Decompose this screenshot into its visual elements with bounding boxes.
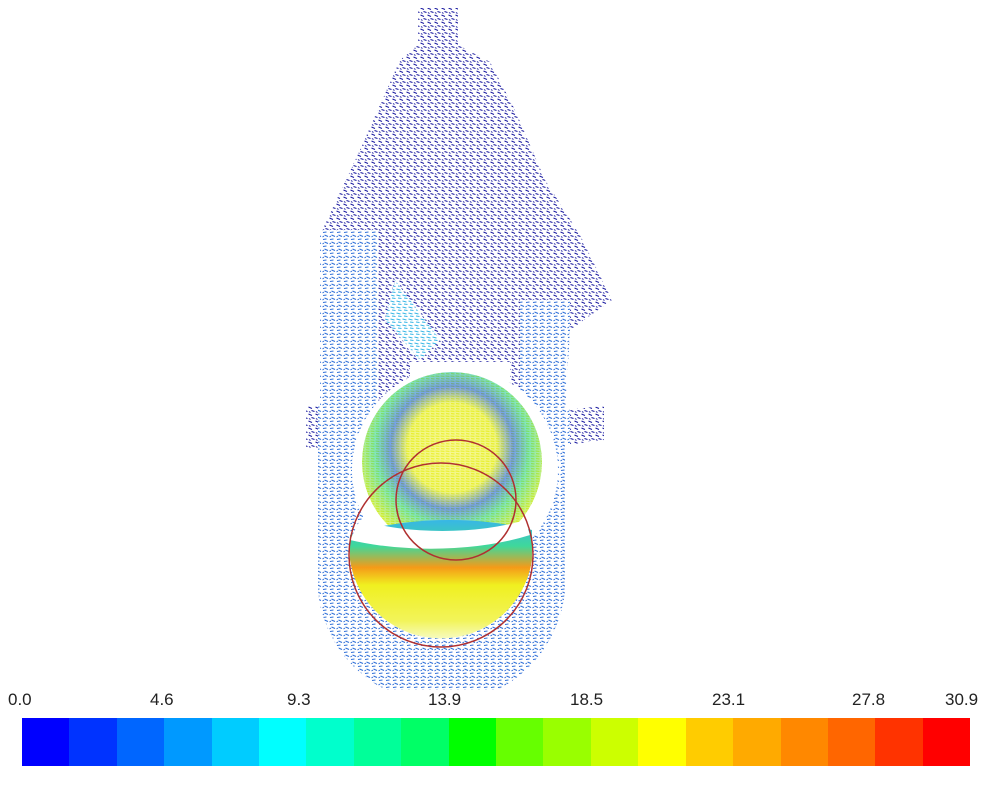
colorbar-tick-label: 18.5	[570, 690, 604, 709]
colorbar-swatch	[401, 718, 449, 766]
colorbar-tick-label: 27.8	[852, 690, 886, 709]
colorbar-tick-label: 4.6	[150, 690, 174, 709]
colorbar-tick-label: 30.9	[945, 690, 979, 709]
colorbar-tick-label: 23.1	[712, 690, 746, 709]
colorbar-swatch	[922, 718, 971, 766]
colorbar-swatch	[306, 718, 354, 766]
colorbar-swatch	[116, 718, 165, 766]
colorbar-swatch	[22, 718, 70, 766]
colorbar-swatch	[590, 718, 639, 766]
colorbar-tick-labels: 0.0 4.6 9.3 13.9 18.5 23.1 27.8 30.9	[0, 690, 991, 716]
colorbar-swatch	[69, 718, 117, 766]
colorbar-swatch	[543, 718, 591, 766]
velocity-vector-field	[306, 8, 612, 690]
colorbar	[22, 718, 971, 766]
colorbar-swatch	[638, 718, 686, 766]
colorbar-swatch	[685, 718, 734, 766]
colorbar-swatch	[496, 718, 544, 766]
lower-chamber-field	[350, 520, 532, 639]
colorbar-swatch	[448, 718, 497, 766]
colorbar-swatch	[827, 718, 876, 766]
inner-outline-circle	[395, 439, 517, 561]
colorbar-tick-label: 0.0	[8, 690, 32, 709]
colorbar-swatch	[259, 718, 307, 766]
colorbar-tick-label: 9.3	[287, 690, 311, 709]
colorbar-tick-label: 13.9	[428, 690, 462, 709]
colorbar-swatch	[211, 718, 260, 766]
colorbar-swatch	[164, 718, 212, 766]
outer-outline-circle	[348, 462, 534, 648]
colorbar-swatch	[353, 718, 402, 766]
impeller-ring-field	[362, 372, 542, 552]
colorbar-swatch	[733, 718, 781, 766]
colorbar-swatch	[875, 718, 923, 766]
colorbar-swatch	[780, 718, 828, 766]
